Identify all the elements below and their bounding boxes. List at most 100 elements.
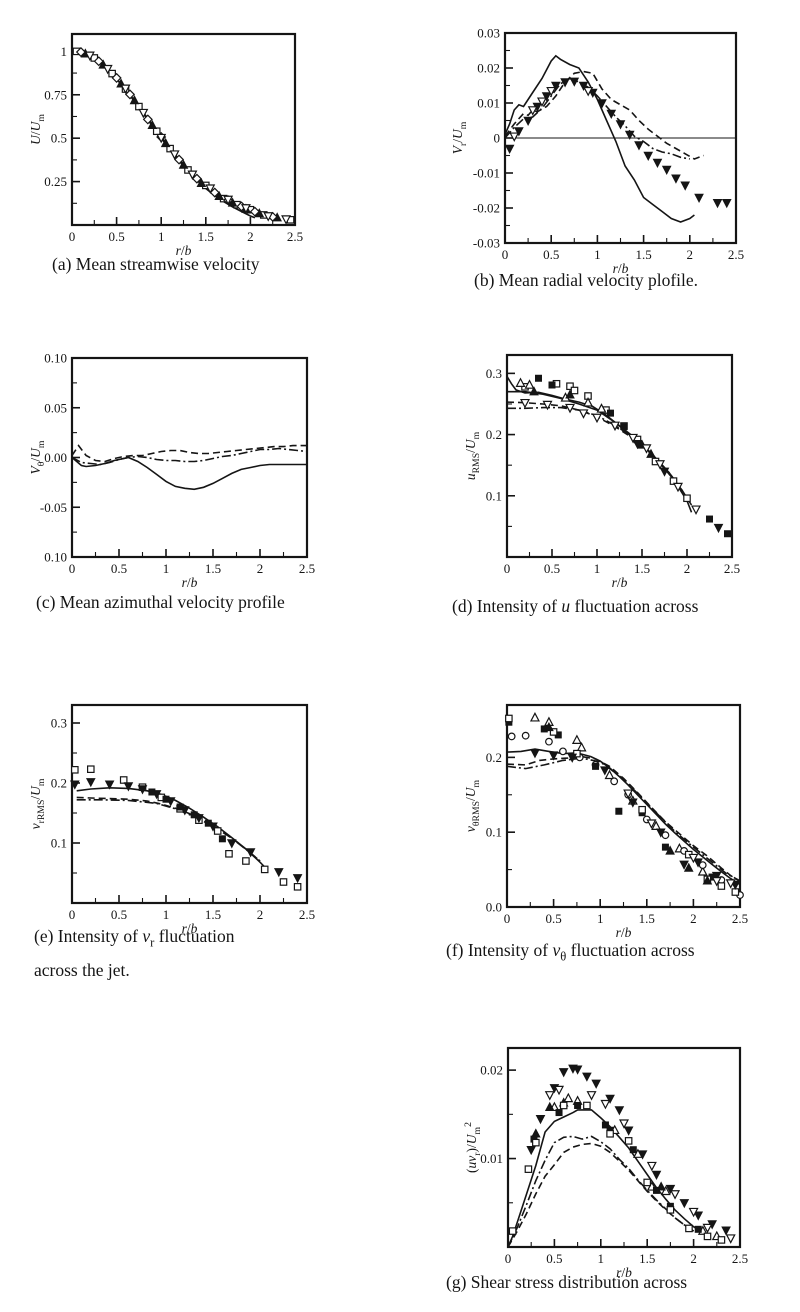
svg-text:Vθ/Um: Vθ/Um (28, 440, 47, 474)
svg-text:-0.02: -0.02 (473, 201, 500, 216)
chart-canvas-b: 0 0.5 1 1.5 2 2.5 -0.03 -0.02 -0.01 0 0.01 0.02 0.03… (450, 26, 744, 277)
caption-f: (f) Intensity of vθ fluctuation across (446, 940, 695, 964)
chart-shear-stress-distribution: 0 0.5 1 1.5 2 2.5 0.01 0.02 r/b (uvr)/Um2 (463, 1034, 754, 1302)
svg-text:2.5: 2.5 (732, 1251, 748, 1266)
svg-text:Vr/Um: Vr/Um (450, 121, 469, 154)
svg-text:1.5: 1.5 (634, 561, 650, 576)
chart-vtheta-fluctuation-intensity: 0 0.5 1 1.5 2 2.5 0.0 0.1 0.2 r/b vθRMS/Um (463, 691, 753, 958)
svg-text:1.5: 1.5 (205, 561, 221, 576)
svg-text:0.03: 0.03 (477, 26, 500, 41)
svg-text:0.5: 0.5 (544, 561, 560, 576)
chart-u-fluctuation-intensity: 0 0.5 1 1.5 2 2.5 0.1 0.2 0.3 r/b uRMS/Um (463, 341, 743, 610)
svg-text:0.5: 0.5 (108, 229, 124, 244)
svg-text:0: 0 (494, 131, 501, 146)
svg-text:2: 2 (684, 561, 691, 576)
svg-text:0.1: 0.1 (486, 488, 502, 503)
svg-text:0.02: 0.02 (480, 1063, 503, 1078)
svg-text:2.5: 2.5 (724, 561, 740, 576)
svg-text:2.5: 2.5 (728, 247, 744, 262)
svg-text:2: 2 (257, 907, 264, 922)
svg-text:0.02: 0.02 (477, 61, 500, 76)
svg-text:vrRMS/Um: vrRMS/Um (28, 778, 47, 829)
svg-text:-0.01: -0.01 (473, 166, 500, 181)
svg-text:1: 1 (61, 44, 68, 59)
chart-canvas-f: 0 0.5 1 1.5 2 2.5 0.0 0.1 0.2 r/b vθRMS/Um (463, 703, 748, 940)
svg-text:2.5: 2.5 (299, 907, 315, 922)
svg-text:1.5: 1.5 (639, 911, 655, 926)
svg-text:r/b: r/b (176, 243, 192, 258)
svg-text:r/b: r/b (616, 925, 632, 940)
svg-text:2.5: 2.5 (732, 911, 748, 926)
svg-text:0.0: 0.0 (486, 900, 502, 915)
caption-d: (d) Intensity of u fluctuation across (452, 596, 699, 616)
svg-text:1: 1 (597, 911, 604, 926)
svg-text:2: 2 (257, 561, 264, 576)
chart-mean-radial-velocity: 0 0.5 1 1.5 2 2.5 -0.03 -0.02 -0.01 0 0.01 0.02 0.03… (450, 10, 750, 295)
chart-canvas-d: 0 0.5 1 1.5 2 2.5 0.1 0.2 0.3 r/b uRMS/Um (463, 353, 740, 590)
svg-text:1: 1 (594, 247, 601, 262)
chart-canvas-e: 0 0.5 1 1.5 2 2.5 0.1 0.2 0.3 r/b vrRMS/Um (28, 703, 315, 936)
chart-mean-streamwise-velocity: 0 0.5 1 1.5 2 2.5 0.25 0.5 0.75 1 r/b U/Um (28, 12, 308, 277)
svg-text:-0.03: -0.03 (473, 236, 500, 251)
svg-text:0.5: 0.5 (545, 911, 561, 926)
svg-text:0.5: 0.5 (51, 131, 67, 146)
svg-text:0: 0 (504, 561, 511, 576)
svg-text:2: 2 (690, 1251, 697, 1266)
svg-text:0: 0 (69, 229, 76, 244)
svg-text:1: 1 (598, 1251, 605, 1266)
svg-text:0.10: 0.10 (44, 550, 67, 565)
svg-text:1.5: 1.5 (635, 247, 651, 262)
svg-text:0.5: 0.5 (543, 247, 559, 262)
svg-text:0.00: 0.00 (44, 450, 67, 465)
svg-text:0.1: 0.1 (486, 825, 502, 840)
svg-text:2.5: 2.5 (287, 229, 303, 244)
svg-text:1: 1 (158, 229, 165, 244)
svg-text:0: 0 (505, 1251, 512, 1266)
svg-text:r/b: r/b (612, 575, 628, 590)
svg-text:0.5: 0.5 (111, 561, 127, 576)
svg-text:0.75: 0.75 (44, 87, 67, 102)
svg-text:1: 1 (594, 561, 601, 576)
svg-text:-0.05: -0.05 (40, 500, 67, 515)
chart-canvas-g: 0 0.5 1 1.5 2 2.5 0.01 0.02 r/b (uvr)/Um2 (463, 1046, 748, 1280)
svg-text:vθRMS/Um: vθRMS/Um (463, 779, 482, 832)
svg-text:0.2: 0.2 (486, 427, 502, 442)
svg-text:0.3: 0.3 (486, 366, 502, 381)
svg-text:0.3: 0.3 (51, 716, 67, 731)
svg-text:0.5: 0.5 (111, 907, 127, 922)
svg-text:U/Um: U/Um (28, 114, 47, 145)
chart-canvas-c: 0 0.5 1 1.5 2 2.5 0.10 -0.05 0.00 0.05 0.10 r/b Vθ/U… (28, 351, 315, 591)
svg-text:0.2: 0.2 (51, 776, 67, 791)
svg-text:uRMS/Um: uRMS/Um (463, 431, 482, 480)
svg-text:r/b: r/b (182, 921, 198, 936)
chart-canvas-a: 0 0.5 1 1.5 2 2.5 0.25 0.5 0.75 1 r/b U/Um (28, 32, 303, 258)
caption-c: (c) Mean azimuthal velocity profile (36, 592, 285, 612)
caption-e: (e) Intensity of vr fluctuation across th… (34, 926, 235, 981)
svg-text:r/b: r/b (613, 261, 629, 276)
svg-text:1.5: 1.5 (639, 1251, 655, 1266)
svg-text:r/b: r/b (182, 575, 198, 590)
svg-text:2: 2 (247, 229, 254, 244)
svg-text:0.05: 0.05 (44, 400, 67, 415)
svg-text:2: 2 (687, 247, 694, 262)
svg-text:1: 1 (163, 907, 170, 922)
svg-text:1: 1 (163, 561, 170, 576)
svg-text:0: 0 (502, 247, 509, 262)
svg-text:0.01: 0.01 (477, 96, 500, 111)
caption-g: (g) Shear stress distribution across (446, 1272, 688, 1292)
svg-text:0: 0 (69, 907, 76, 922)
chart-mean-azimuthal-velocity: 0 0.5 1 1.5 2 2.5 0.10 -0.05 0.00 0.05 0.10 r/b Vθ/U… (28, 344, 318, 611)
svg-text:0.5: 0.5 (546, 1251, 562, 1266)
svg-text:(uvr)/Um2: (uvr)/Um2 (464, 1122, 483, 1173)
svg-text:0.1: 0.1 (51, 836, 67, 851)
svg-text:2.5: 2.5 (299, 561, 315, 576)
svg-text:r/b: r/b (616, 1265, 632, 1280)
svg-text:2: 2 (690, 911, 697, 926)
svg-text:1.5: 1.5 (205, 907, 221, 922)
svg-text:0.2: 0.2 (486, 750, 502, 765)
caption-a: (a) Mean streamwise velocity (52, 254, 260, 274)
svg-text:1.5: 1.5 (198, 229, 214, 244)
svg-text:0: 0 (69, 561, 76, 576)
svg-text:0.25: 0.25 (44, 174, 67, 189)
